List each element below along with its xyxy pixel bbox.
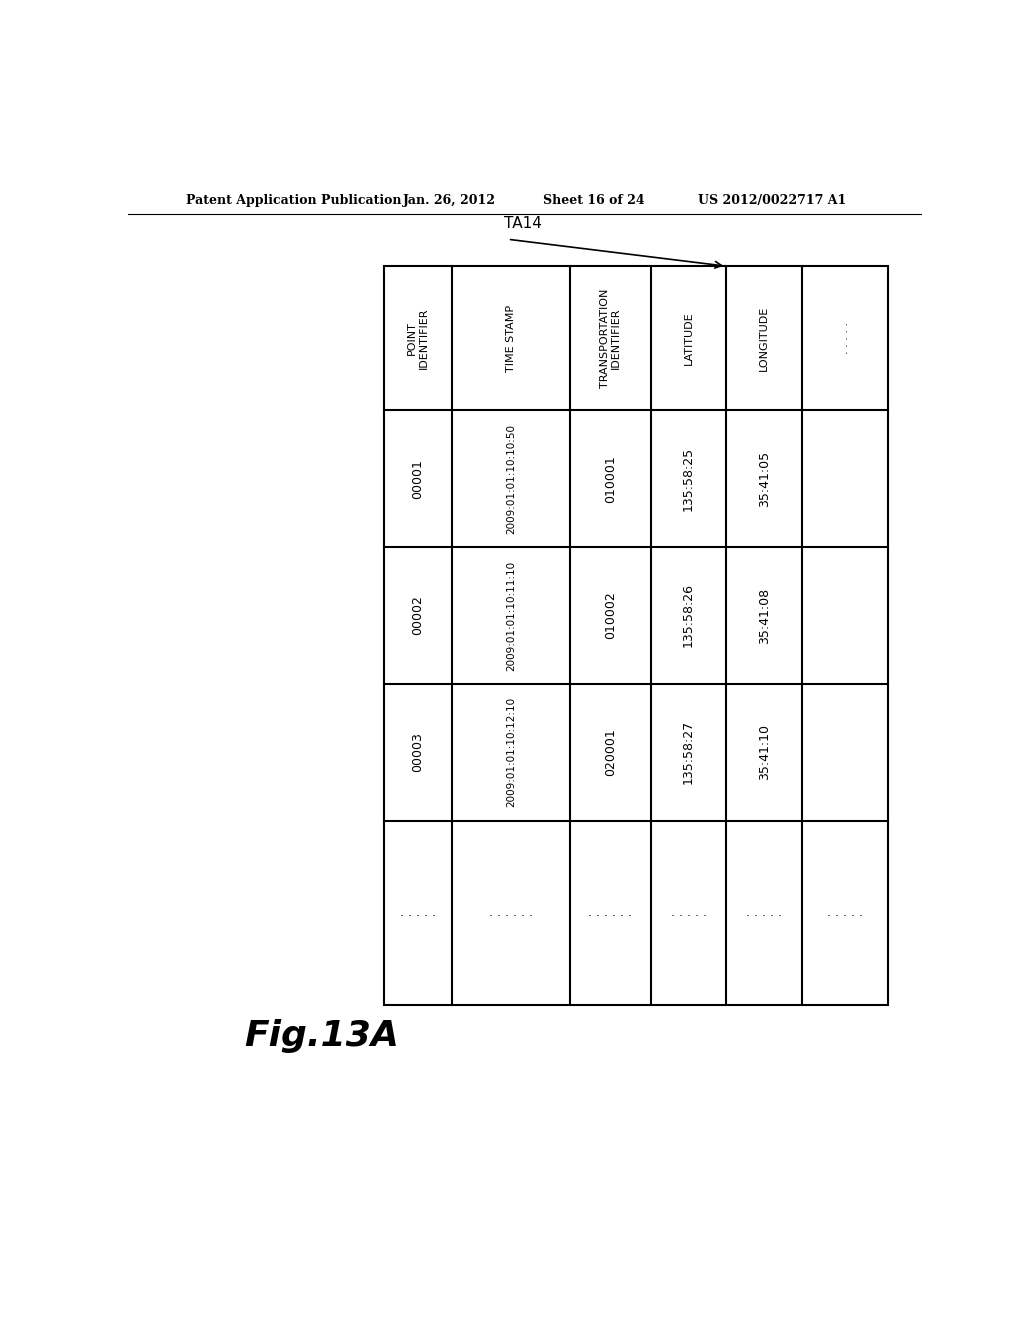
Text: TRANSPORTATION
IDENTIFIER: TRANSPORTATION IDENTIFIER xyxy=(600,289,622,388)
Text: POINT
IDENTIFIER: POINT IDENTIFIER xyxy=(407,308,429,370)
Text: 010001: 010001 xyxy=(604,455,616,503)
Text: . . . . . .: . . . . . . xyxy=(488,907,532,920)
Text: 00003: 00003 xyxy=(412,733,424,772)
Text: Sheet 16 of 24: Sheet 16 of 24 xyxy=(543,194,644,207)
Text: 2009:01:01:10:12:10: 2009:01:01:10:12:10 xyxy=(506,697,516,808)
Text: 2009:01:01:10:10:50: 2009:01:01:10:10:50 xyxy=(506,424,516,533)
Text: US 2012/0022717 A1: US 2012/0022717 A1 xyxy=(697,194,846,207)
Text: LONGITUDE: LONGITUDE xyxy=(759,306,769,371)
Text: . . . . .: . . . . . xyxy=(746,907,782,920)
Text: 00001: 00001 xyxy=(412,459,424,499)
Text: 35:41:08: 35:41:08 xyxy=(758,587,771,644)
Text: 35:41:10: 35:41:10 xyxy=(758,725,771,780)
Text: 135:58:25: 135:58:25 xyxy=(682,446,695,511)
Bar xyxy=(384,267,888,1006)
Text: . . . . .: . . . . . xyxy=(840,322,850,354)
Text: TA14: TA14 xyxy=(504,216,542,231)
Text: . . . . . .: . . . . . . xyxy=(589,907,633,920)
Text: Jan. 26, 2012: Jan. 26, 2012 xyxy=(403,194,496,207)
Text: . . . . .: . . . . . xyxy=(399,907,436,920)
Text: . . . . .: . . . . . xyxy=(671,907,707,920)
Text: . . . . .: . . . . . xyxy=(826,907,862,920)
Text: Patent Application Publication: Patent Application Publication xyxy=(186,194,401,207)
Text: TIME STAMP: TIME STAMP xyxy=(506,305,516,372)
Text: LATITUDE: LATITUDE xyxy=(683,312,693,366)
Text: 020001: 020001 xyxy=(604,729,616,776)
Text: 00002: 00002 xyxy=(412,595,424,635)
Text: 2009:01:01:10:11:10: 2009:01:01:10:11:10 xyxy=(506,561,516,671)
Text: 010002: 010002 xyxy=(604,591,616,639)
Text: 135:58:26: 135:58:26 xyxy=(682,583,695,648)
Text: 35:41:05: 35:41:05 xyxy=(758,450,771,507)
Text: 135:58:27: 135:58:27 xyxy=(682,721,695,784)
Text: Fig.13A: Fig.13A xyxy=(245,1019,399,1053)
